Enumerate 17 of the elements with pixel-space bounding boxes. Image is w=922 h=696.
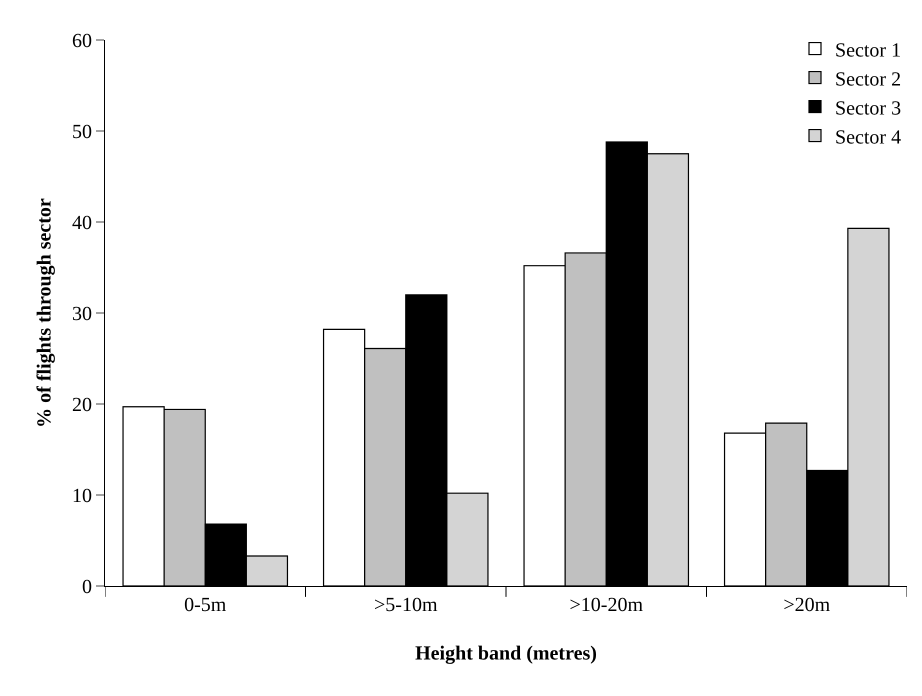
legend-label: Sector 2 [835,68,902,90]
x-tick-label: >20m [783,594,831,616]
y-tick-label: 60 [72,30,92,52]
x-tick-label: >5-10m [374,594,438,616]
y-axis-title: % of flights through sector [34,198,56,428]
y-tick-label: 20 [72,394,92,416]
legend-label: Sector 4 [835,126,902,148]
y-tick-label: 0 [82,576,92,598]
legend-label: Sector 1 [835,39,902,62]
legend-label: Sector 3 [835,97,902,120]
x-tick-label: >10-20m [570,594,644,616]
y-tick-label: 10 [72,485,92,507]
y-tick-label: 50 [72,121,92,143]
x-tick-label: 0-5m [184,594,227,616]
x-axis-title: Height band (metres) [415,642,597,664]
y-tick-label: 30 [72,303,92,325]
y-tick-label: 40 [72,212,92,234]
